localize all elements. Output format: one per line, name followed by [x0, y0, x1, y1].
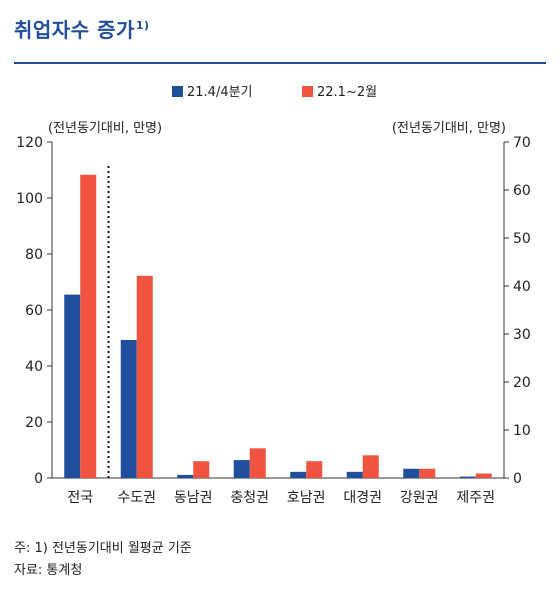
- bar: [346, 471, 363, 478]
- y-right-tick-label: 30: [513, 327, 531, 343]
- y-left-tick-label: 40: [25, 359, 43, 375]
- y-right-tick-label: 60: [513, 183, 531, 199]
- chart-title: 취업자수 증가1): [14, 14, 150, 43]
- x-tick-label: 충청권: [230, 490, 269, 506]
- y-left-tick-label: 100: [16, 191, 43, 207]
- bar: [419, 468, 436, 478]
- y-left-tick-label: 80: [25, 247, 43, 263]
- legend-swatch: [302, 86, 313, 97]
- bar: [177, 474, 194, 478]
- bar: [120, 339, 137, 478]
- bar: [249, 448, 266, 478]
- legend-label: 22.1~2월: [317, 85, 377, 100]
- y-left-tick-label: 20: [25, 415, 43, 431]
- bar: [80, 174, 97, 478]
- bar: [459, 476, 476, 478]
- bar: [233, 460, 250, 478]
- chart-notes: 주: 1) 전년동기대비 월평균 기준 자료: 통계청: [14, 538, 192, 582]
- bar: [403, 468, 420, 478]
- x-tick-label: 전국: [67, 490, 93, 506]
- y-right-tick-label: 50: [513, 231, 531, 247]
- y-left-tick-label: 120: [16, 135, 43, 151]
- y-left-tick-label: 60: [25, 303, 43, 319]
- y-right-tick-label: 10: [513, 423, 531, 439]
- title-footnote-mark: 1): [135, 19, 150, 33]
- bar: [475, 473, 492, 478]
- title-divider: [14, 62, 546, 64]
- x-tick-label: 대경권: [343, 490, 382, 506]
- bar: [290, 471, 307, 478]
- bar: [64, 294, 81, 478]
- legend-label: 21.4/4분기: [187, 85, 253, 100]
- bar: [136, 275, 153, 478]
- bar-chart: 21.4/4분기 22.1~2월 (전년동기대비, 만명) (전년동기대비, 만명) 0…: [16, 85, 531, 506]
- x-tick-label: 강원권: [400, 490, 439, 506]
- y-right-tick-label: 0: [513, 471, 522, 487]
- bar: [362, 455, 379, 478]
- bar: [306, 461, 323, 478]
- y-right-tick-label: 40: [513, 279, 531, 295]
- y-left-tick-label: 0: [34, 471, 43, 487]
- y-right-tick-label: 20: [513, 375, 531, 391]
- y-right-tick-label: 70: [513, 135, 531, 151]
- y-left-axis-label: (전년동기대비, 만명): [48, 121, 162, 136]
- footnote: 주: 1) 전년동기대비 월평균 기준: [14, 541, 192, 556]
- source-note: 자료: 통계청: [14, 563, 83, 578]
- y-right-axis-label: (전년동기대비, 만명): [392, 121, 506, 136]
- x-tick-label: 제주권: [456, 490, 495, 506]
- x-tick-label: 수도권: [117, 490, 156, 506]
- chart-title-text: 취업자수 증가: [14, 18, 135, 42]
- x-tick-label: 동남권: [174, 490, 213, 506]
- legend-swatch: [172, 86, 183, 97]
- x-tick-label: 호남권: [287, 490, 326, 506]
- bar: [193, 461, 210, 478]
